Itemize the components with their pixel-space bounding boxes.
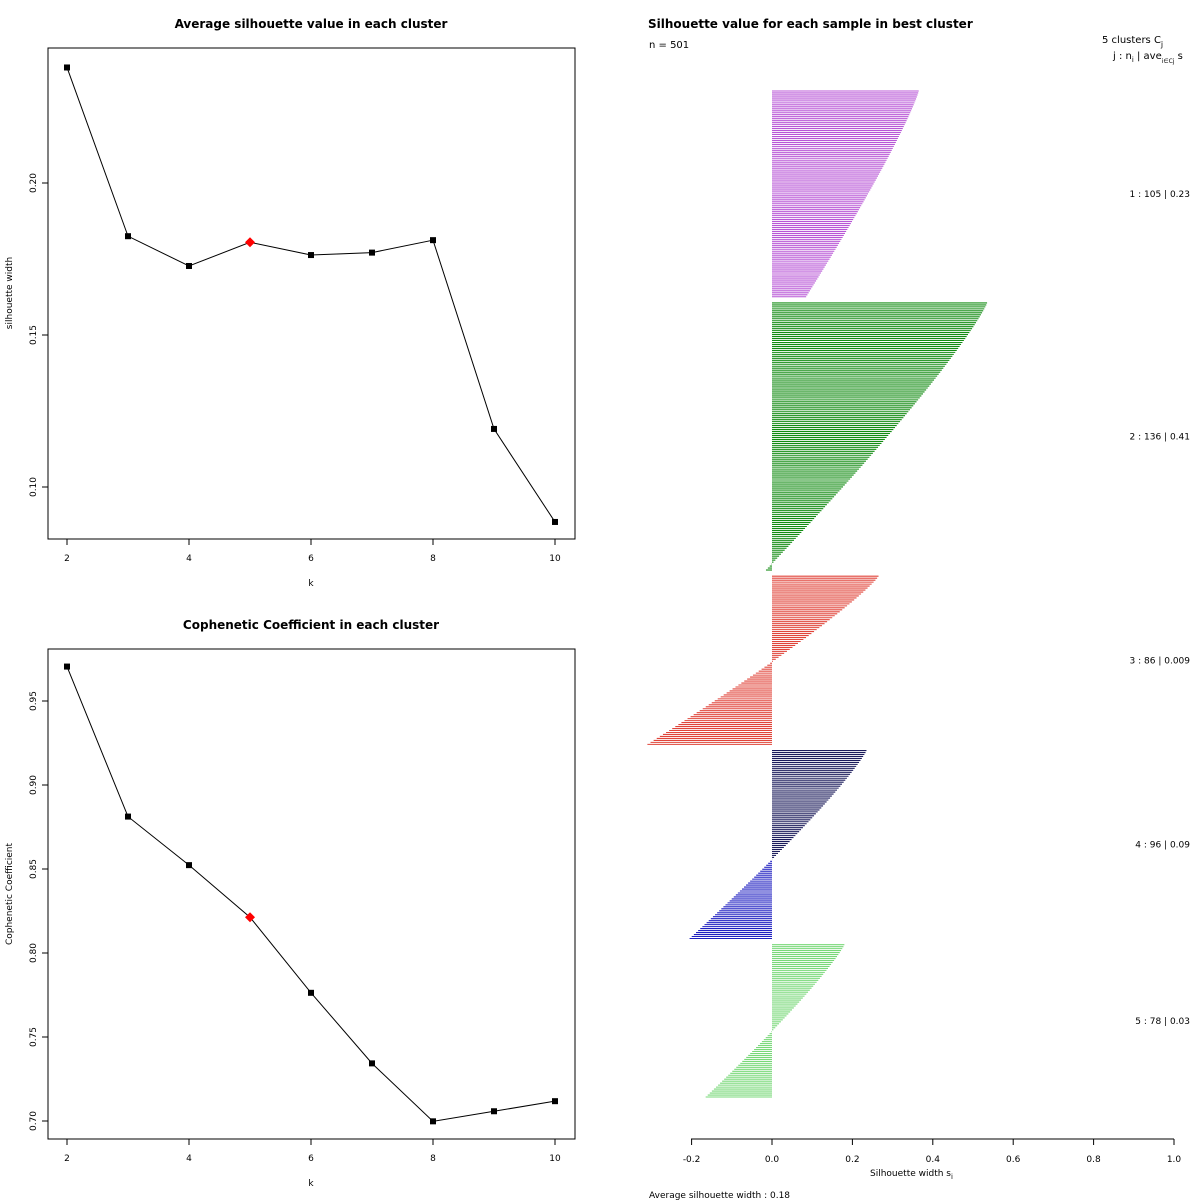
- panel1-frame: [47, 47, 576, 540]
- panel3-xtick-label: 1.0: [1167, 1155, 1182, 1165]
- panel3-n-label: n = 501: [649, 40, 689, 51]
- panel3-xtick-label: -0.2: [683, 1155, 701, 1165]
- panel2-point: [64, 663, 70, 670]
- panel3-xlabel-text: Silhouette width s: [870, 1169, 951, 1179]
- panel2-xticks: 2 4 6 8 10: [64, 1139, 561, 1164]
- panel2-point: [308, 989, 314, 996]
- panel1-xlabel: k: [308, 579, 314, 589]
- panel1-point: [64, 64, 70, 71]
- panel3-footer: Average silhouette width : 0.18: [649, 1191, 790, 1200]
- panel1-ylabel: silhouette width: [5, 257, 15, 329]
- panel3-bars: [647, 90, 988, 1098]
- panel1-point: [369, 249, 375, 256]
- panel-cophenetic: Cophenetic Coefficient in each cluster k…: [5, 618, 576, 1189]
- panel3-cluster-label: 4 : 96 | 0.09: [1135, 841, 1190, 851]
- panel1-points: [64, 64, 558, 525]
- panel3-xlabel-sub: i: [951, 1173, 953, 1181]
- panel3-xtick-label: 0.6: [1006, 1155, 1021, 1165]
- panel1-xtick-label: 6: [308, 554, 314, 564]
- panel2-ytick-label: 0.95: [29, 691, 39, 711]
- panel1-point: [125, 233, 131, 240]
- panel3-cluster-label: 1 : 105 | 0.23: [1130, 190, 1190, 200]
- panel2-xtick-label: 4: [186, 1154, 192, 1164]
- panel3-header-sub: j: [1160, 40, 1163, 49]
- panel1-xtick-label: 2: [64, 554, 70, 564]
- panel2-ytick-label: 0.70: [29, 1111, 39, 1131]
- panel1-point: [430, 237, 436, 244]
- panel2-frame: [47, 648, 576, 1140]
- panel1-xtick-label: 10: [549, 554, 561, 564]
- panel2-point: [369, 1060, 375, 1067]
- panel1-point: [491, 425, 497, 432]
- panel3-subheader-a: j : n: [1112, 51, 1132, 62]
- panel3-xticks: -0.2 0.0 0.2 0.4 0.6 0.8 1.0: [683, 1139, 1182, 1165]
- panel1-yticks: 0.10 0.15 0.20: [29, 173, 48, 497]
- panel3-xlabel: Silhouette width si: [870, 1169, 953, 1181]
- panel1-point: [308, 252, 314, 259]
- panel-silhouette-samples: Silhouette value for each sample in best…: [647, 17, 1190, 1200]
- panel3-header-text: 5 clusters C: [1102, 35, 1161, 46]
- panel1-point: [552, 518, 558, 525]
- panel3-subheader-c: | ave: [1134, 51, 1162, 62]
- panel1-ytick-label: 0.20: [29, 173, 39, 193]
- panel1-xticks: 2 4 6 8 10: [64, 539, 561, 564]
- panel3-cluster-label: 3 : 86 | 0.009: [1130, 656, 1191, 666]
- panel2-xtick-label: 2: [64, 1154, 70, 1164]
- panel1-point-highlight: [245, 237, 255, 248]
- panel2-points: [64, 663, 558, 1125]
- panel1-ytick-label: 0.15: [29, 325, 39, 345]
- panel3-xtick-label: 0.8: [1086, 1155, 1101, 1165]
- panel2-point-highlight: [245, 912, 255, 923]
- panel1-xtick-label: 8: [430, 554, 436, 564]
- panel3-cluster-label: 5 : 78 | 0.03: [1135, 1017, 1190, 1027]
- panel1-title: Average silhouette value in each cluster: [175, 17, 448, 31]
- panel2-point: [125, 813, 131, 820]
- panel2-ytick-label: 0.85: [29, 859, 39, 879]
- panel1-point: [186, 262, 192, 269]
- panel2-point: [430, 1118, 436, 1125]
- panel2-ylabel: Cophenetic Coefficient: [5, 842, 15, 945]
- panel-silhouette-average: Average silhouette value in each cluster…: [5, 17, 576, 589]
- panel3-xtick-label: 0.0: [765, 1155, 780, 1165]
- panel2-point: [186, 862, 192, 869]
- panel2-yticks: 0.70 0.75 0.80 0.85 0.90 0.95: [29, 691, 48, 1131]
- panel2-xlabel: k: [308, 1179, 314, 1189]
- panel3-cluster-label: 2 : 136 | 0.41: [1130, 432, 1190, 442]
- panel2-xtick-label: 8: [430, 1154, 436, 1164]
- panel3-subheader: j : ni | avei∈Cj s: [1112, 51, 1183, 65]
- panel3-subheader-e: s: [1174, 51, 1182, 62]
- panel3-subheader-d: i∈Cj: [1162, 58, 1175, 65]
- panel3-cluster-labels: 1 : 105 | 0.23 2 : 136 | 0.41 3 : 86 | 0.0…: [1130, 190, 1191, 1027]
- panel2-xtick-label: 10: [549, 1154, 561, 1164]
- panel1-ytick-label: 0.10: [29, 477, 39, 497]
- panel2-point: [491, 1108, 497, 1115]
- panel3-title: Silhouette value for each sample in best…: [648, 17, 973, 31]
- panel2-ytick-label: 0.75: [29, 1027, 39, 1047]
- panel3-xtick-label: 0.4: [926, 1155, 941, 1165]
- panel2-ytick-label: 0.90: [29, 775, 39, 795]
- panel1-xtick-label: 4: [186, 554, 192, 564]
- panel3-header: 5 clusters Cj: [1102, 35, 1163, 49]
- panel3-xtick-label: 0.2: [845, 1155, 859, 1165]
- panel3-subheader-b: i: [1132, 56, 1134, 64]
- panel2-ytick-label: 0.80: [29, 943, 39, 963]
- panel2-line: [66, 666, 556, 1122]
- panel2-point: [552, 1098, 558, 1105]
- panel1-line: [66, 67, 556, 523]
- panel2-title: Cophenetic Coefficient in each cluster: [183, 618, 439, 632]
- panel2-xtick-label: 6: [308, 1154, 314, 1164]
